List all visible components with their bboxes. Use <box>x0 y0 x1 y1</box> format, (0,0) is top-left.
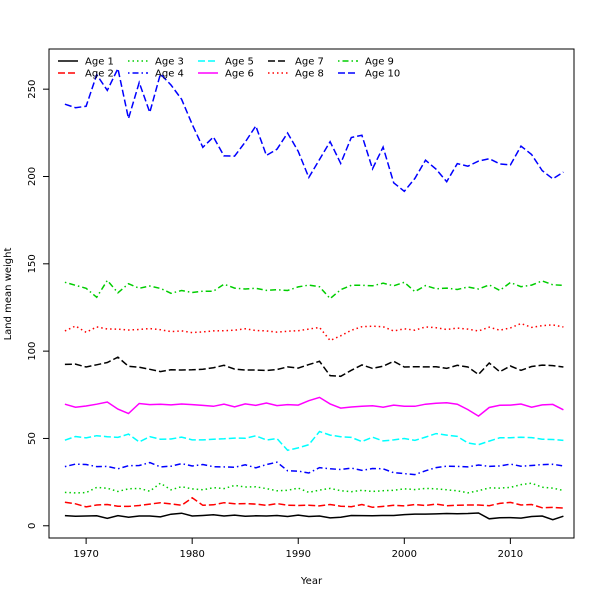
legend-item-age-9: Age 9 <box>338 57 394 68</box>
legend-label: Age 1 <box>85 57 114 68</box>
legend-item-age-10: Age 10 <box>338 69 400 80</box>
legend-label: Age 3 <box>155 57 184 68</box>
series-line-age-7 <box>64 356 564 378</box>
series-line-age-5 <box>64 430 564 452</box>
legend-label: Age 6 <box>225 69 254 80</box>
series-layer <box>64 66 564 521</box>
x-tick-label: 2010 <box>498 549 523 560</box>
legend-label: Age 2 <box>85 69 114 80</box>
y-tick-label: 150 <box>27 254 38 273</box>
series-line-age-9 <box>64 279 564 300</box>
y-tick-label: 100 <box>27 342 38 361</box>
legend-item-age-3: Age 3 <box>128 57 184 68</box>
series-line-age-3 <box>64 482 564 494</box>
series-line-age-1 <box>64 512 564 521</box>
y-tick-label: 200 <box>27 167 38 186</box>
legend-item-age-5: Age 5 <box>198 57 254 68</box>
x-axis-label: Year <box>300 576 323 587</box>
series-line-age-6 <box>64 396 564 418</box>
plot-frame <box>48 48 575 539</box>
legend-item-age-4: Age 4 <box>128 69 184 80</box>
series-line-age-8 <box>64 322 564 342</box>
y-axis-label: Land mean weight <box>3 248 14 341</box>
legend-item-age-7: Age 7 <box>268 57 324 68</box>
x-tick-label: 1990 <box>286 549 311 560</box>
x-axis: 1970 1980 1990 2000 2010 <box>73 538 523 560</box>
y-axis: 0 50 100 150 200 250 <box>27 80 49 529</box>
legend-label: Age 8 <box>295 69 324 80</box>
legend-label: Age 4 <box>155 69 184 80</box>
x-tick-label: 1980 <box>179 549 204 560</box>
y-tick-label: 0 <box>27 523 38 529</box>
x-tick-label: 2000 <box>392 549 417 560</box>
legend-item-age-1: Age 1 <box>58 57 114 68</box>
x-tick-label: 1970 <box>73 549 98 560</box>
legend-item-age-2: Age 2 <box>58 69 114 80</box>
y-tick-label: 50 <box>27 432 38 445</box>
legend-label: Age 9 <box>365 57 394 68</box>
legend-label: Age 7 <box>295 57 324 68</box>
y-tick-label: 250 <box>27 80 38 99</box>
legend-item-age-6: Age 6 <box>198 69 254 80</box>
legend-label: Age 10 <box>365 69 400 80</box>
legend-label: Age 5 <box>225 57 254 68</box>
series-line-age-4 <box>64 461 564 476</box>
series-line-age-10 <box>64 66 564 193</box>
series-line-age-2 <box>64 496 564 509</box>
legend-item-age-8: Age 8 <box>268 69 324 80</box>
